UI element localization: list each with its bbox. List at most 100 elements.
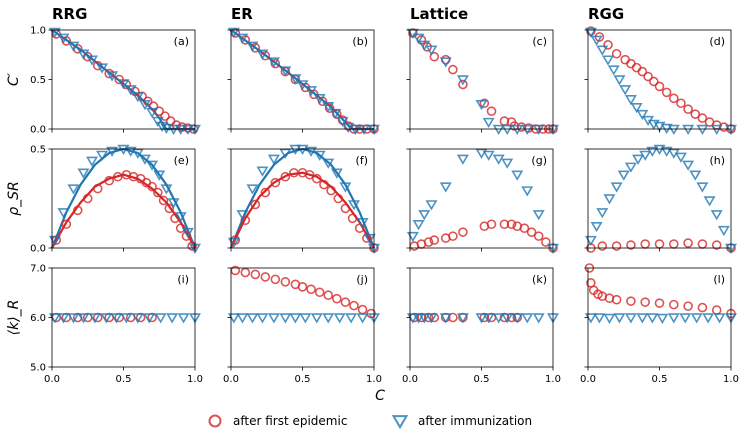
marker-first-epidemic [626,296,636,306]
marker-immunization [412,33,425,44]
marker-first-epidemic [250,269,261,280]
marker-first-epidemic [683,301,693,311]
marker-first-epidemic [448,231,458,241]
marker-first-epidemic [82,193,93,204]
x-axis-label: C [375,388,385,404]
marker-first-epidemic [711,305,722,315]
marker-immunization [511,124,524,135]
marker-immunization [532,313,545,324]
x-tick-label: 0.5 [116,374,132,385]
marker-immunization [236,313,249,324]
marker-immunization [67,184,80,195]
marker-immunization [356,313,369,324]
marker-first-epidemic [697,239,708,249]
marker-immunization [412,313,425,324]
column-title-er: ER [231,5,253,23]
marker-immunization [617,170,630,181]
column-title-rrg: RRG [52,5,87,23]
marker-immunization [590,35,603,46]
marker-immunization [96,150,109,161]
marker-immunization [156,121,169,132]
marker-immunization [439,313,452,324]
panel-tag: (c) [532,35,547,48]
marker-immunization [256,313,269,324]
marker-first-epidemic [533,231,544,241]
marker-first-epidemic [654,298,665,308]
marker-immunization [289,74,302,85]
marker-immunization [690,313,703,324]
row-label-1: ρ_SR [6,181,22,216]
marker-immunization [656,313,669,324]
marker-immunization [227,27,240,38]
marker-immunization [181,227,194,239]
marker-first-epidemic [270,274,281,285]
marker-first-epidemic [181,231,192,241]
marker-immunization [174,212,187,223]
marker-immunization [151,116,164,128]
marker-first-epidemic [270,58,281,69]
x-tick-label: 0.0 [223,374,239,385]
marker-immunization [356,218,369,229]
panel-data [48,27,201,135]
marker-immunization [610,182,623,193]
marker-first-epidemic [429,235,440,245]
marker-first-epidemic [690,109,701,119]
marker-immunization [236,33,249,44]
marker-first-epidemic [158,195,169,206]
marker-immunization [267,57,280,68]
y-tick-label: 7.0 [30,264,46,275]
panel-a: (a) 0.0 0.5 1.0 [30,26,201,136]
marker-first-epidemic [654,239,665,249]
marker-immunization [425,313,438,324]
marker-immunization [696,182,709,193]
marker-first-epidemic [637,66,648,77]
marker-immunization [322,313,335,324]
marker-immunization [439,57,452,68]
x-tick-label: 0.5 [474,374,490,385]
marker-immunization [106,146,119,157]
marker-immunization [636,313,649,324]
marker-immunization [475,148,488,159]
marker-immunization [167,198,180,209]
marker-immunization [279,313,292,324]
marker-first-epidemic [357,304,368,315]
marker-immunization [279,148,292,159]
marker-first-epidemic [697,302,708,313]
marker-first-epidemic [326,185,336,196]
marker-first-epidemic [640,297,651,307]
marker-immunization [57,208,70,219]
marker-immunization [86,156,99,167]
marker-first-epidemic [297,282,308,292]
marker-first-epidemic [643,71,653,82]
marker-first-epidemic [626,58,636,69]
marker-first-epidemic [340,297,351,307]
marker-immunization [146,160,159,171]
marker-first-epidemic [314,287,325,298]
panel-b: (b) [227,27,380,135]
marker-immunization [636,109,649,121]
marker-first-epidemic [697,113,708,123]
marker-first-epidemic [354,223,365,233]
panel-tag: (k) [532,273,547,286]
marker-immunization [322,158,335,169]
marker-first-epidemic [164,203,175,214]
marker-first-epidemic [333,193,344,204]
marker-first-epidemic [306,284,316,295]
marker-immunization [305,146,318,157]
panel-d: (d) [584,26,737,135]
marker-immunization [713,313,726,324]
marker-immunization [160,123,173,134]
marker-immunization [246,41,259,52]
x-tick-label: 0.0 [44,374,60,385]
marker-immunization [660,123,673,134]
marker-immunization [124,146,137,157]
marker-immunization [166,313,179,324]
panel-tag: (e) [174,154,189,167]
marker-immunization [160,184,173,195]
row-labels: C′ ρ_SR ⟨k⟩_R [6,72,22,335]
marker-immunization [110,313,123,324]
marker-first-epidemic [458,227,468,237]
marker-first-epidemic [640,239,651,249]
panel-h: (h) [584,144,737,254]
marker-immunization [310,313,323,324]
